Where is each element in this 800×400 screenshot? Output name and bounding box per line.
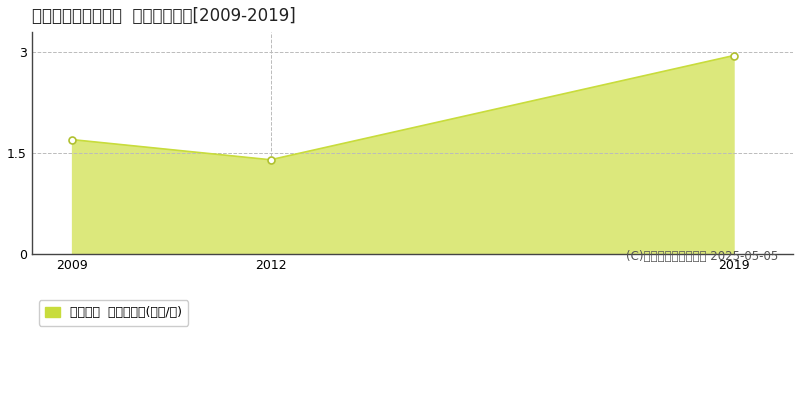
Text: (C)土地価格ドットコム 2025-05-05: (C)土地価格ドットコム 2025-05-05: [626, 250, 778, 263]
Text: 虚田郡洞爐湖町月浦  土地価格推移[2009-2019]: 虚田郡洞爐湖町月浦 土地価格推移[2009-2019]: [32, 7, 296, 25]
Legend: 土地価格  平均坪単価(万円/坪): 土地価格 平均坪単価(万円/坪): [38, 300, 188, 326]
